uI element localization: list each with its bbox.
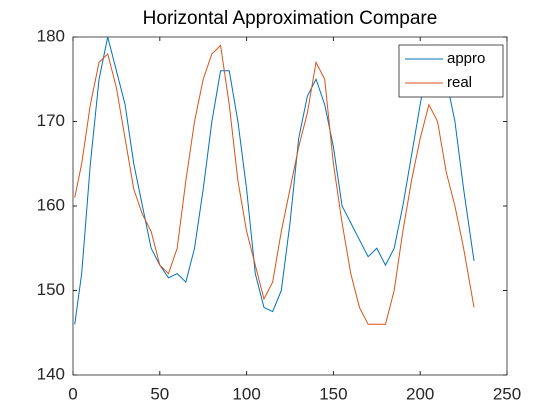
- x-tick-label: 100: [232, 384, 260, 403]
- y-tick-label: 160: [37, 195, 65, 214]
- x-tick-label: 50: [150, 384, 169, 403]
- x-tick-label: 250: [493, 384, 521, 403]
- y-tick-label: 140: [37, 364, 65, 383]
- y-tick-label: 150: [37, 280, 65, 299]
- legend-label: real: [447, 74, 472, 91]
- x-tick-label: 150: [319, 384, 347, 403]
- x-tick-label: 200: [406, 384, 434, 403]
- chart-title: Horizontal Approximation Compare: [143, 8, 438, 29]
- legend-box: [398, 44, 504, 98]
- legend-label: appro: [447, 50, 485, 67]
- y-tick-label: 170: [37, 111, 65, 130]
- series-line: [74, 44, 475, 325]
- x-tick-label: 0: [68, 384, 77, 403]
- y-tick-label: 180: [37, 26, 65, 45]
- series-line: [74, 36, 475, 325]
